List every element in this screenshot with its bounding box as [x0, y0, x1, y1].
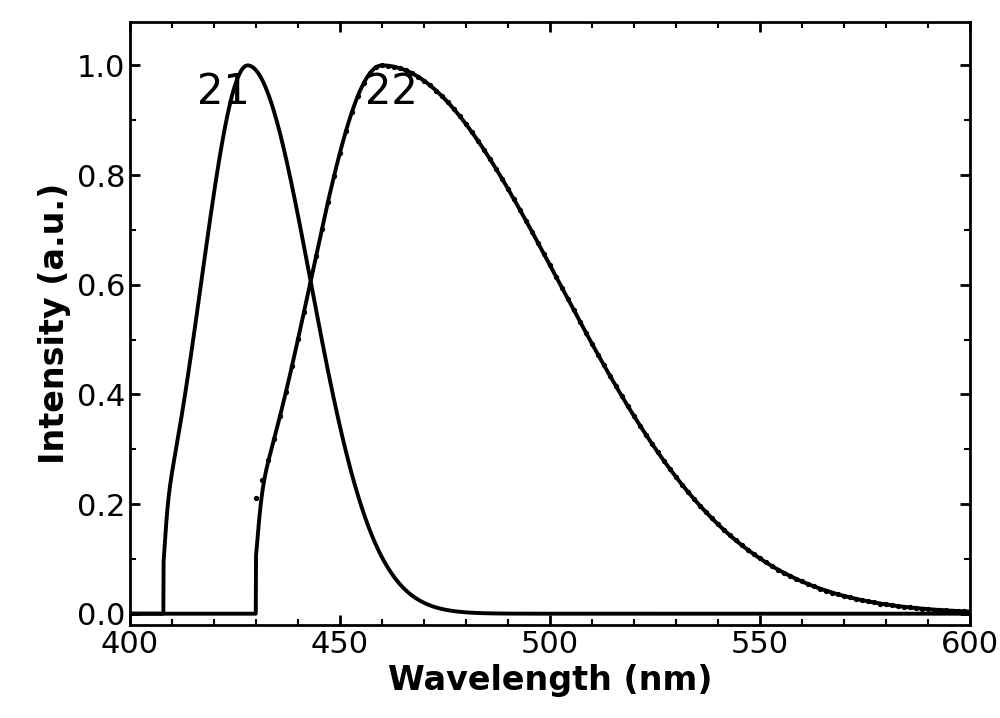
Text: 22: 22 — [365, 71, 418, 113]
X-axis label: Wavelength (nm): Wavelength (nm) — [388, 664, 712, 697]
Text: 21: 21 — [197, 71, 250, 113]
Y-axis label: Intensity (a.u.): Intensity (a.u.) — [38, 182, 71, 464]
